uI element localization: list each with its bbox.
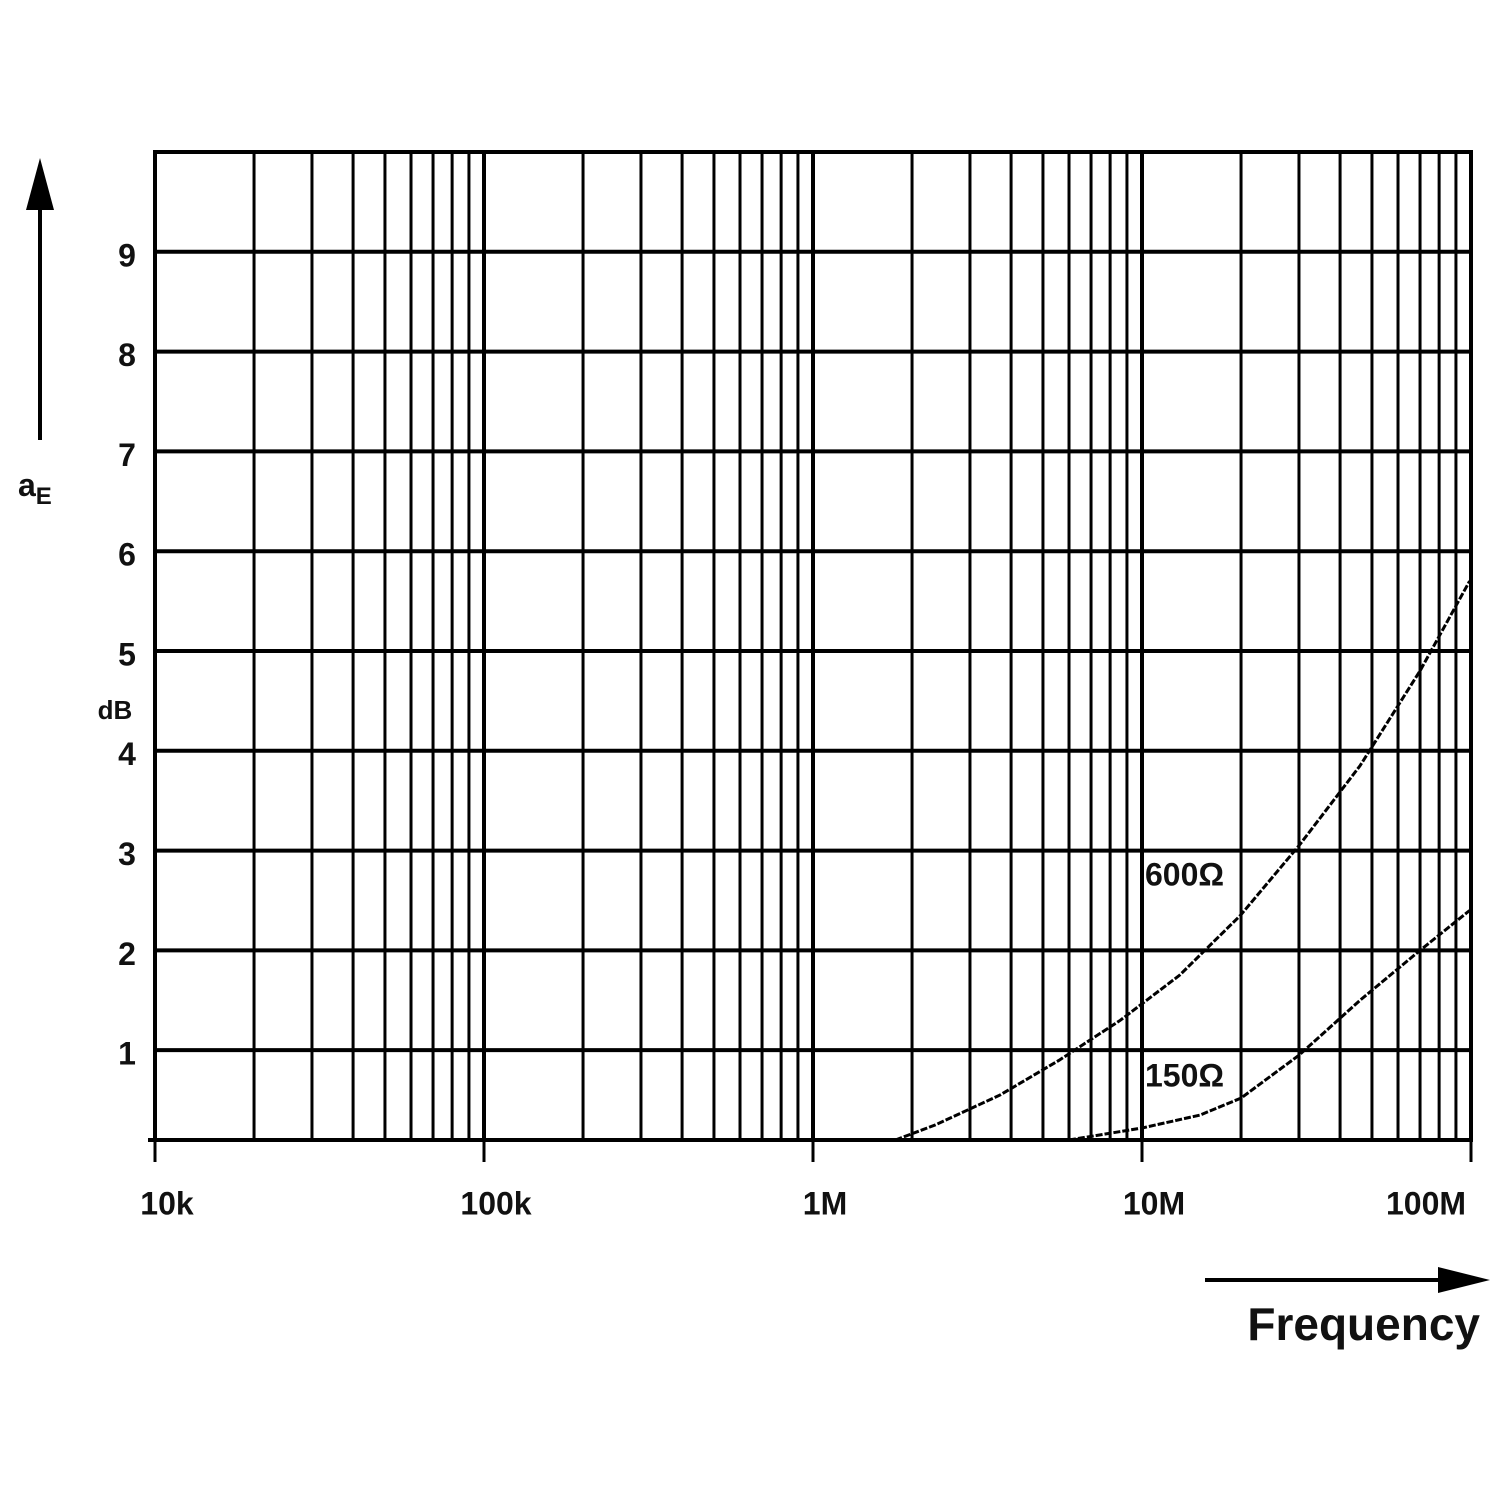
y-tick-label: 7 — [118, 437, 136, 473]
y-tick-label: 9 — [118, 237, 136, 273]
y-tick-label: 6 — [118, 537, 136, 573]
y-label-main: a — [18, 467, 36, 503]
y-tick-label: 1 — [118, 1036, 136, 1072]
series-line — [1068, 909, 1471, 1142]
y-tick-label: 4 — [118, 736, 136, 772]
series-line — [894, 580, 1471, 1142]
y-tick-label: 3 — [118, 836, 136, 872]
y-axis-arrowhead — [26, 158, 54, 210]
x-axis-arrowhead — [1438, 1267, 1490, 1293]
x-tick-label: 100M — [1386, 1185, 1466, 1221]
y-label-subscript: E — [36, 483, 52, 510]
y-unit: dB — [98, 695, 133, 725]
y-tick-label: 2 — [118, 936, 136, 972]
x-tick-label: 10M — [1123, 1185, 1185, 1221]
series-label: 150Ω — [1145, 1057, 1224, 1093]
x-tick-label: 1M — [803, 1185, 847, 1221]
x-tick-label: 100k — [460, 1185, 531, 1221]
x-axis-label: Frequency — [1247, 1298, 1480, 1350]
y-tick-label: 8 — [118, 337, 136, 373]
series-label: 600Ω — [1145, 856, 1224, 892]
x-tick-label: 10k — [140, 1185, 194, 1221]
y-tick-label: 5 — [118, 636, 136, 672]
y-axis-label: aE — [18, 467, 52, 510]
